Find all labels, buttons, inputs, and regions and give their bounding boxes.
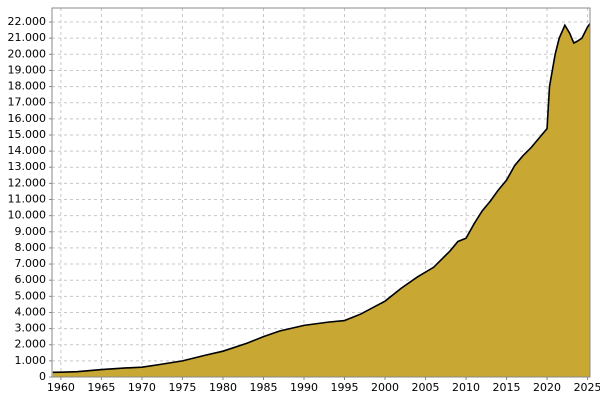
y-tick-label: 16.000	[8, 112, 47, 125]
y-tick-label: 15.000	[8, 128, 47, 141]
y-tick-label: 1.000	[15, 354, 47, 367]
y-tick-label: 8.000	[15, 241, 47, 254]
x-tick-label: 1975	[168, 381, 196, 394]
y-tick-label: 2.000	[15, 338, 47, 351]
y-tick-label: 12.000	[8, 176, 47, 189]
line	[52, 23, 591, 374]
plot-border	[51, 7, 591, 378]
x-tick-label: 1965	[87, 381, 115, 394]
x-tick-label: 2010	[452, 381, 480, 394]
x-tick-label: 1960	[47, 381, 75, 394]
y-tick-label: 22.000	[8, 15, 47, 28]
y-tick-label: 0	[39, 370, 46, 383]
y-tick-label: 20.000	[8, 47, 47, 60]
y-tick-label: 10.000	[8, 209, 47, 222]
x-tick-label: 1970	[128, 381, 156, 394]
x-tick-label: 2015	[493, 381, 521, 394]
y-tick-label: 14.000	[8, 144, 47, 157]
y-tick-label: 7.000	[15, 257, 47, 270]
x-tick-label: 2005	[412, 381, 440, 394]
x-tick-label: 2000	[371, 381, 399, 394]
x-tick-label: 2025	[574, 381, 600, 394]
y-tick-label: 6.000	[15, 273, 47, 286]
x-tick-label: 1985	[249, 381, 277, 394]
y-tick-label: 11.000	[8, 193, 47, 206]
y-tick-label: 13.000	[8, 160, 47, 173]
x-tick-label: 1980	[209, 381, 237, 394]
y-tick-label: 17.000	[8, 96, 47, 109]
y-tick-label: 3.000	[15, 322, 47, 335]
y-tick-label: 19.000	[8, 63, 47, 76]
y-tick-label: 21.000	[8, 31, 47, 44]
y-tick-label: 9.000	[15, 225, 47, 238]
x-tick-label: 2020	[533, 381, 561, 394]
y-tick-label: 18.000	[8, 80, 47, 93]
x-tick-label: 1995	[330, 381, 358, 394]
y-tick-label: 4.000	[15, 305, 47, 318]
y-tick-label: 5.000	[15, 289, 47, 302]
area	[52, 23, 591, 378]
x-tick-label: 1990	[290, 381, 318, 394]
